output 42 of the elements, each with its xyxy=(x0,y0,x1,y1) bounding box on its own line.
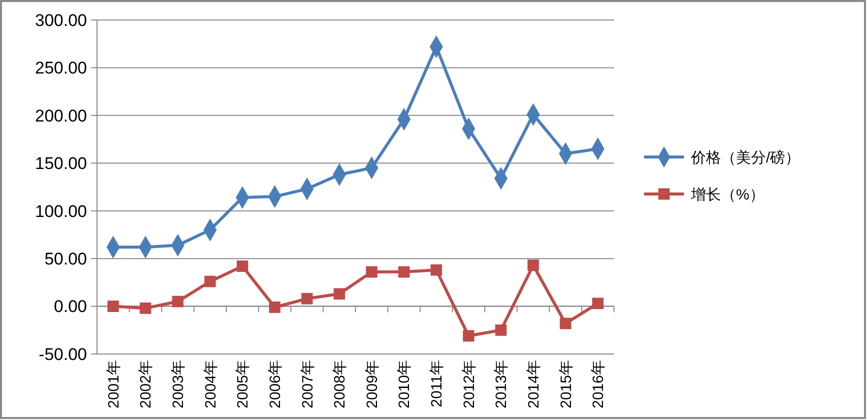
point xyxy=(560,318,572,330)
x-tick-label: 2005年 xyxy=(234,360,252,408)
point xyxy=(269,302,280,313)
y-tick-label: 50.00 xyxy=(44,250,87,269)
y-tick-label: 250.00 xyxy=(35,58,87,78)
y-tick-label: 100.00 xyxy=(35,202,87,221)
y-tick-label: -50.00 xyxy=(38,344,87,364)
x-tick-label: 2010年 xyxy=(396,360,414,408)
legend-label: 价格（美分/磅） xyxy=(690,149,800,166)
point xyxy=(204,276,216,288)
x-tick-label: 2011年 xyxy=(428,360,446,408)
point xyxy=(398,266,410,278)
x-tick-label: 2002年 xyxy=(138,360,155,408)
y-tick-label: 150.00 xyxy=(35,154,87,174)
point xyxy=(107,300,119,312)
point xyxy=(334,288,346,300)
legend-label: 增长（%） xyxy=(690,186,764,204)
y-tick-label: 0.00 xyxy=(54,297,87,316)
point xyxy=(528,260,539,271)
point xyxy=(140,302,152,314)
point xyxy=(301,292,313,304)
x-tick-label: 2013年 xyxy=(493,360,510,408)
x-tick-label: 2014年 xyxy=(525,360,542,408)
point xyxy=(462,330,474,342)
x-tick-label: 2016年 xyxy=(590,360,608,408)
y-tick-label: 300.00 xyxy=(35,10,87,30)
x-tick-label: 2009年 xyxy=(364,360,381,408)
y-tick-label: 200.00 xyxy=(35,106,87,126)
x-tick-label: 2006年 xyxy=(266,360,284,408)
point xyxy=(430,264,442,276)
point xyxy=(366,266,378,278)
x-tick-label: 2003年 xyxy=(170,360,188,408)
point xyxy=(172,296,184,308)
point xyxy=(236,260,248,272)
x-tick-label: 2015年 xyxy=(558,360,575,408)
point xyxy=(592,298,604,310)
point xyxy=(495,324,507,336)
x-tick-label: 2001年 xyxy=(105,360,122,408)
x-tick-label: 2004年 xyxy=(202,360,220,408)
x-tick-label: 2008年 xyxy=(332,360,349,408)
x-tick-label: 2012年 xyxy=(460,360,478,408)
x-tick-label: 2007年 xyxy=(299,360,316,408)
